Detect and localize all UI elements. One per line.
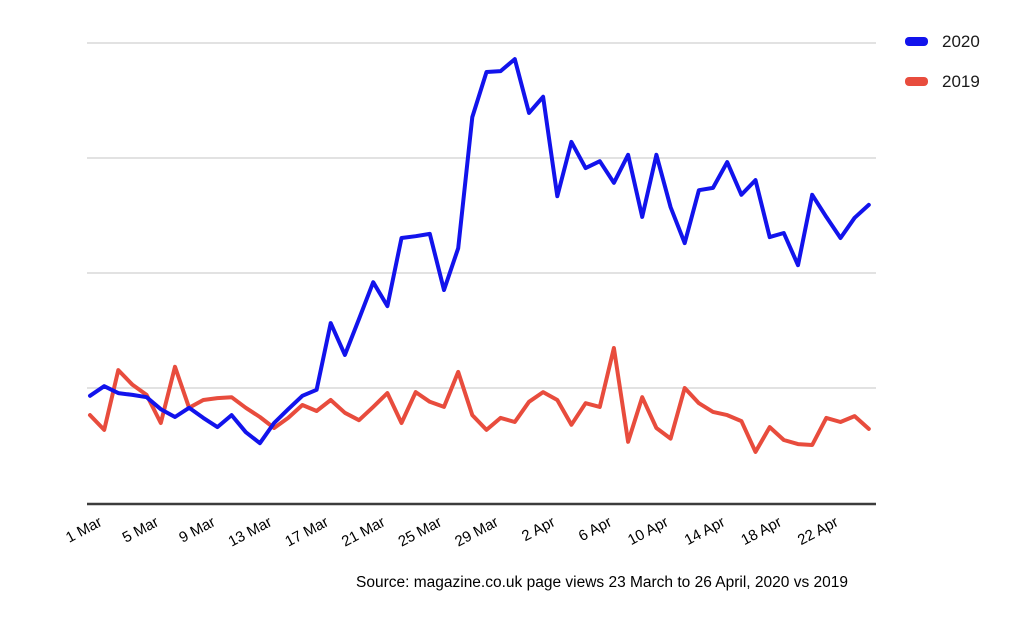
legend-swatch-2020-icon (905, 37, 928, 46)
series-2020-line (88, 57, 871, 446)
x-tick-label: 1 Mar (63, 514, 105, 547)
x-tick-label: 10 Apr (625, 514, 671, 549)
x-tick-label: 9 Mar (176, 514, 218, 547)
x-tick-label: 18 Apr (738, 514, 784, 549)
x-tick-label: 21 Mar (339, 514, 388, 551)
x-tick-label: 2 Apr (519, 514, 558, 545)
x-tick-label: 22 Apr (795, 514, 841, 549)
x-tick-label: 14 Apr (682, 514, 728, 549)
legend-label-2020: 2020 (942, 32, 980, 51)
legend-swatch-2019-icon (905, 77, 928, 86)
legend-label-2019: 2019 (942, 72, 980, 91)
x-tick-label: 13 Mar (226, 514, 275, 551)
x-tick-label: 17 Mar (282, 514, 331, 551)
legend-item-2020[interactable]: 2020 (905, 33, 1020, 50)
x-tick-label: 5 Mar (120, 514, 162, 547)
source-caption: Source: magazine.co.uk page views 23 Mar… (356, 574, 848, 591)
x-tick-label: 25 Mar (396, 514, 445, 551)
series-2019-line (88, 346, 871, 454)
legend: 2020 2019 (905, 33, 1020, 113)
x-tick-label: 6 Apr (576, 514, 615, 545)
legend-item-2019[interactable]: 2019 (905, 73, 1020, 90)
x-tick-label: 29 Mar (452, 514, 501, 551)
